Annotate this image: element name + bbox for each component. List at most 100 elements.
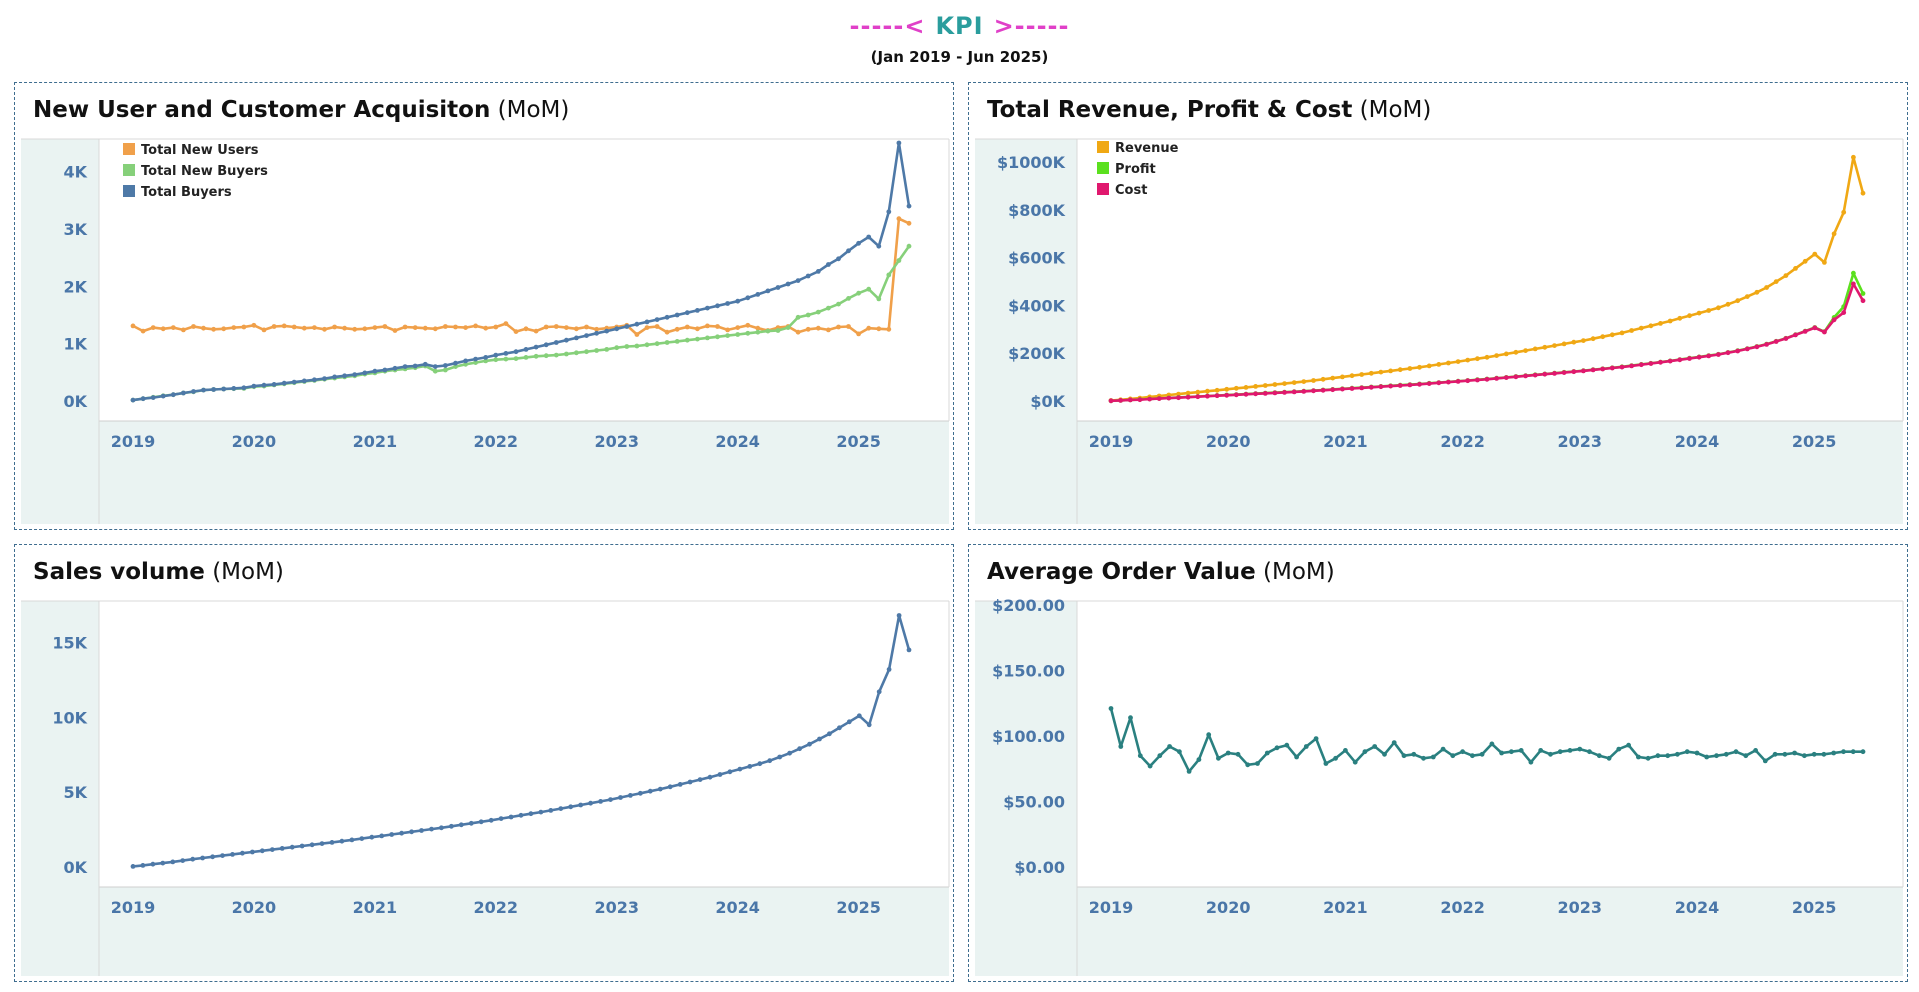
x-tick-label: 2023 — [594, 898, 639, 917]
data-point-aov — [1802, 753, 1807, 759]
data-point-aov — [1694, 750, 1700, 756]
data-point-new_buyers — [483, 358, 489, 364]
data-point-cost — [1253, 391, 1258, 397]
data-point-revenue — [1638, 325, 1644, 331]
data-point-aov — [1811, 751, 1817, 757]
data-point-aov — [1753, 748, 1758, 753]
y-tick-label: 15K — [52, 633, 87, 652]
data-point-sales — [339, 838, 345, 844]
data-point-cost — [1397, 383, 1403, 388]
data-point-cost — [1320, 387, 1326, 393]
data-point-new_buyers — [725, 333, 730, 338]
data-point-total_buyers — [866, 234, 872, 240]
legend-label: Total Buyers — [141, 185, 232, 200]
data-point-aov — [1792, 750, 1797, 756]
data-point-new_buyers — [543, 353, 549, 359]
data-point-cost — [1282, 390, 1287, 395]
data-point-revenue — [1436, 362, 1442, 367]
data-point-aov — [1714, 753, 1719, 759]
x-tick-label: 2025 — [1792, 432, 1837, 451]
data-point-aov — [1743, 753, 1749, 759]
data-point-sales — [827, 731, 832, 737]
data-point-aov — [1684, 749, 1690, 755]
data-point-aov — [1440, 746, 1446, 752]
data-point-total_buyers — [876, 243, 882, 249]
data-point-sales — [817, 736, 822, 742]
x-tick-label: 2020 — [1206, 432, 1251, 451]
x-tick-label: 2020 — [232, 898, 277, 917]
data-point-new_users — [392, 328, 398, 333]
data-point-sales — [598, 799, 603, 804]
data-point-new_users — [463, 325, 468, 330]
data-point-total_buyers — [523, 347, 529, 352]
data-point-cost — [1195, 394, 1201, 400]
data-point-total_buyers — [634, 321, 640, 327]
x-tick-label: 2023 — [1558, 432, 1603, 451]
data-point-total_buyers — [654, 317, 660, 322]
data-point-sales — [737, 766, 743, 772]
data-point-new_buyers — [846, 296, 851, 301]
data-point-new_users — [836, 324, 841, 330]
data-point-new_users — [362, 326, 368, 332]
data-point-total_buyers — [856, 240, 861, 246]
legend-label: Revenue — [1115, 141, 1179, 156]
data-point-new_users — [130, 323, 136, 329]
data-point-sales — [797, 746, 802, 752]
x-tick-label: 2025 — [836, 432, 881, 451]
data-point-new_users — [432, 326, 438, 332]
data-point-new_users — [543, 324, 549, 330]
data-point-aov — [1264, 750, 1270, 756]
data-point-aov — [1821, 751, 1827, 757]
data-point-new_users — [574, 326, 579, 332]
data-point-aov — [1675, 751, 1680, 757]
data-point-sales — [230, 852, 235, 857]
data-point-sales — [628, 793, 633, 798]
data-point-cost — [1330, 387, 1336, 393]
data-point-revenue — [1561, 341, 1567, 347]
data-point-new_buyers — [503, 356, 509, 362]
data-point-cost — [1571, 369, 1577, 375]
data-point-total_buyers — [664, 314, 670, 320]
data-point-total_buyers — [503, 351, 509, 356]
x-tick-label: 2019 — [1089, 432, 1134, 451]
data-point-new_buyers — [513, 356, 519, 361]
data-point-revenue — [1860, 190, 1866, 196]
y-tick-label: $200.00 — [992, 596, 1065, 615]
data-point-cost — [1783, 336, 1789, 341]
data-point-cost — [1812, 325, 1818, 331]
data-point-revenue — [1301, 379, 1307, 384]
data-point-sales — [588, 800, 593, 806]
y-tick-label: 2K — [63, 277, 87, 296]
data-point-new_buyers — [614, 345, 620, 351]
y-tick-label: $1000K — [997, 153, 1066, 172]
data-point-revenue — [1571, 339, 1577, 345]
data-point-new_users — [634, 332, 640, 337]
data-point-total_buyers — [594, 330, 599, 336]
data-point-new_buyers — [826, 305, 831, 311]
dashboard-subtitle: (Jan 2019 - Jun 2025) — [870, 48, 1049, 66]
data-point-new_users — [906, 220, 912, 226]
data-point-total_buyers — [815, 269, 821, 274]
x-axis-band — [21, 421, 949, 524]
data-point-total_buyers — [291, 379, 297, 385]
data-point-new_buyers — [705, 335, 710, 341]
data-point-sales — [568, 804, 574, 810]
data-point-revenue — [1812, 251, 1818, 257]
data-point-new_buyers — [695, 336, 700, 342]
data-point-sales — [439, 825, 444, 831]
data-point-aov — [1167, 744, 1172, 749]
data-point-total_buyers — [271, 382, 277, 387]
data-point-sales — [279, 846, 285, 851]
data-point-sales — [886, 667, 892, 672]
data-point-sales — [548, 808, 554, 813]
data-point-total_buyers — [906, 203, 912, 209]
data-point-aov — [1177, 749, 1182, 755]
data-point-revenue — [1735, 298, 1741, 304]
data-point-cost — [1301, 389, 1307, 394]
data-point-sales — [767, 758, 773, 764]
data-point-revenue — [1793, 266, 1798, 271]
data-point-new_buyers — [785, 325, 791, 330]
data-point-cost — [1706, 353, 1712, 359]
data-point-cost — [1378, 384, 1384, 390]
data-point-aov — [1548, 751, 1553, 757]
